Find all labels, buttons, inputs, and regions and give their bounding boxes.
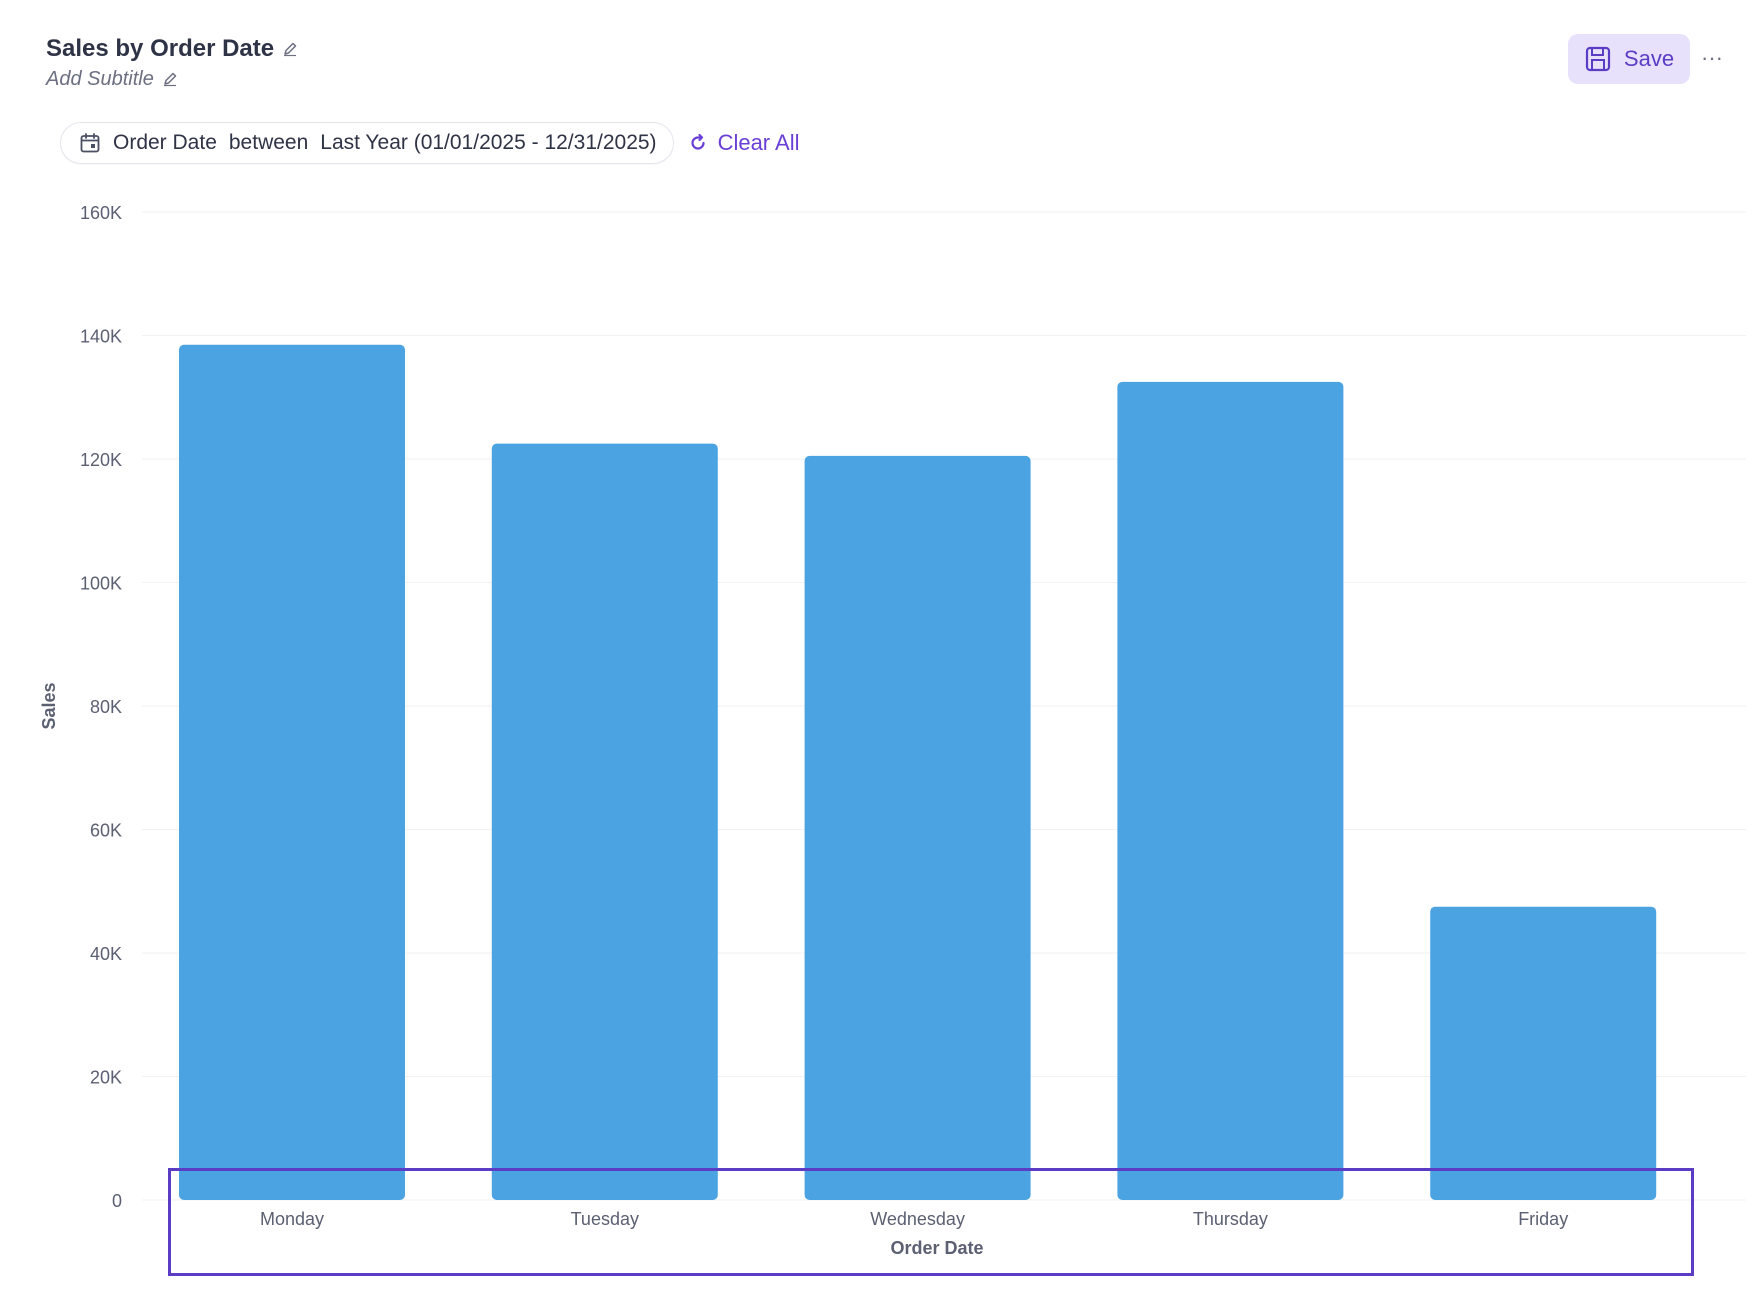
- y-tick-label: 140K: [80, 327, 122, 347]
- subtitle-row: Add Subtitle: [46, 66, 298, 92]
- calendar-icon: [79, 132, 101, 154]
- y-tick-label: 20K: [90, 1068, 122, 1088]
- y-tick-label: 60K: [90, 821, 122, 841]
- filter-value: Last Year (01/01/2025 - 12/31/2025): [320, 131, 657, 154]
- x-tick-label: Tuesday: [571, 1209, 639, 1229]
- chart-title: Sales by Order Date: [46, 35, 275, 62]
- x-tick-label: Monday: [260, 1209, 324, 1229]
- filter-field: Order Date: [113, 131, 217, 154]
- pencil-icon[interactable]: [282, 41, 298, 57]
- save-label: Save: [1623, 46, 1675, 71]
- y-tick-label: 0: [112, 1191, 122, 1211]
- title-row: Sales by Order Date: [46, 34, 298, 64]
- y-tick-label: 80K: [90, 697, 122, 717]
- clear-all-button[interactable]: Clear All: [686, 130, 800, 156]
- refresh-icon: [688, 133, 708, 153]
- chart-header: Sales by Order Date Add Subtitle: [46, 34, 298, 92]
- bar-wednesday: [804, 455, 1031, 1201]
- y-tick-label: 100K: [80, 574, 122, 594]
- filter-row: Order Date between Last Year (01/01/2025…: [60, 122, 799, 164]
- subtitle-placeholder[interactable]: Add Subtitle: [46, 68, 154, 90]
- y-tick-label: 160K: [80, 203, 122, 223]
- save-button[interactable]: Save: [1568, 34, 1690, 84]
- floppy-disk-icon: [1584, 45, 1612, 73]
- bar-friday: [1430, 906, 1657, 1200]
- y-axis-title: Sales: [39, 682, 59, 729]
- bar-tuesday: [491, 443, 718, 1200]
- x-axis-title: Order Date: [890, 1238, 983, 1258]
- x-tick-label: Thursday: [1193, 1209, 1268, 1229]
- y-tick-label: 40K: [90, 944, 122, 964]
- clear-all-label: Clear All: [717, 130, 800, 155]
- pencil-icon[interactable]: [162, 71, 178, 87]
- bar-thursday: [1117, 381, 1344, 1200]
- date-filter-pill[interactable]: Order Date between Last Year (01/01/2025…: [60, 122, 674, 164]
- y-tick-label: 120K: [80, 450, 122, 470]
- x-tick-label: Wednesday: [870, 1209, 965, 1229]
- ellipsis-icon[interactable]: ···: [1701, 45, 1723, 70]
- filter-operator: between: [228, 131, 309, 154]
- x-tick-label: Friday: [1518, 1209, 1568, 1229]
- x-axis-highlight-box: [168, 1168, 1694, 1276]
- bar-monday: [179, 344, 405, 1200]
